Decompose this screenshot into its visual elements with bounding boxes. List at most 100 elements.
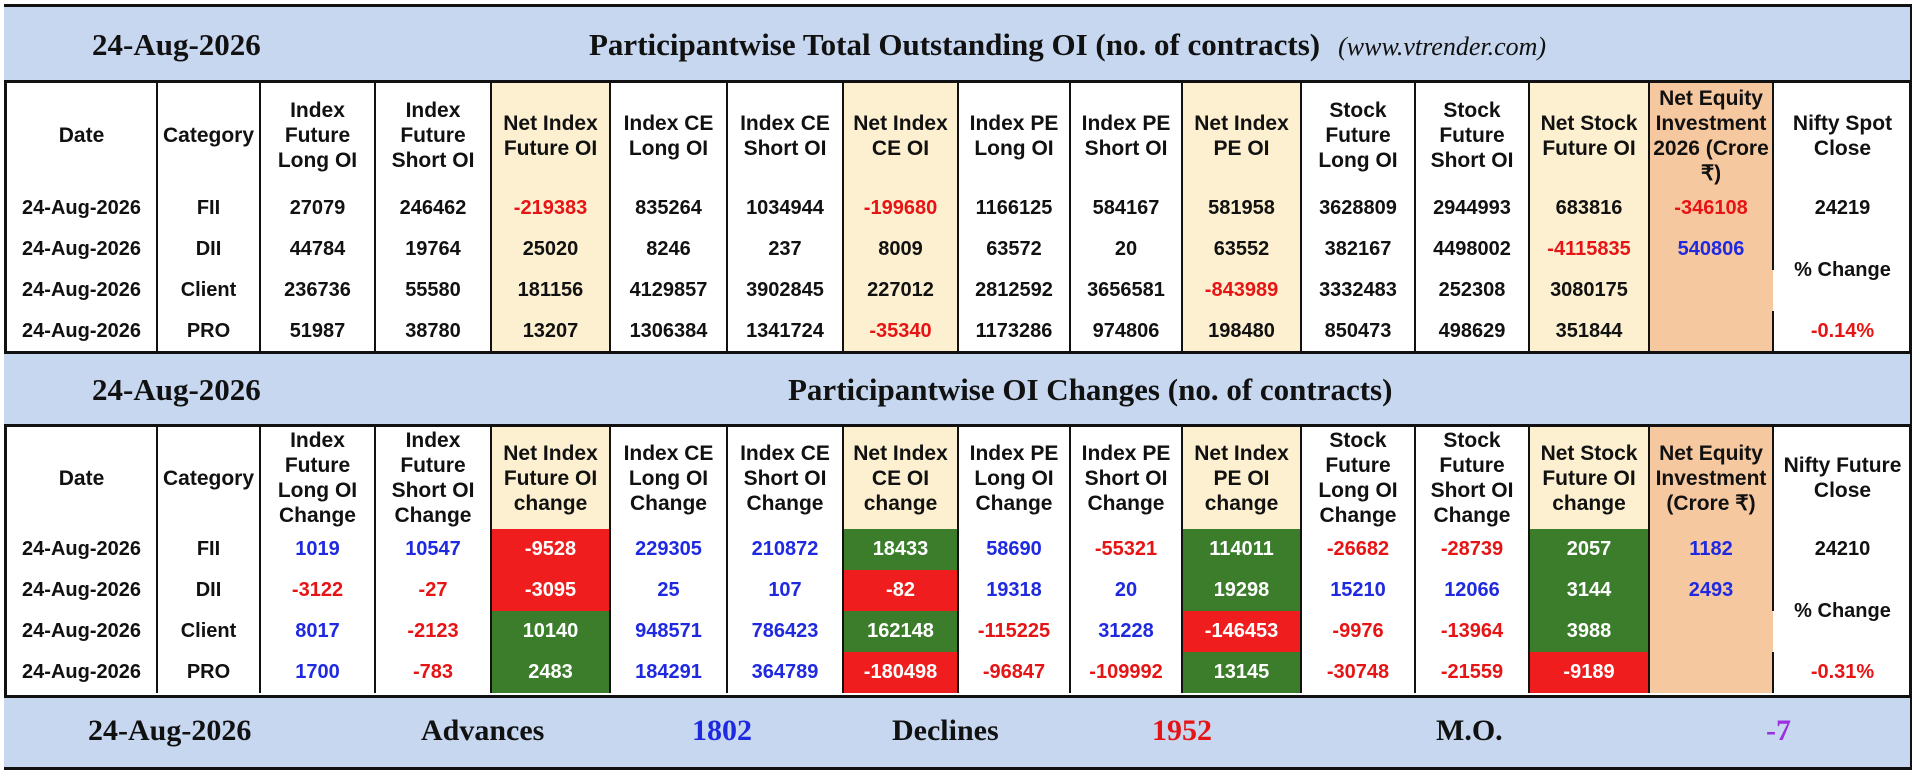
table-cell: 13145	[1182, 652, 1302, 693]
table-cell: 3080175	[1529, 270, 1650, 311]
table-cell	[1649, 652, 1774, 693]
column-header: Date	[7, 83, 158, 188]
table-cell: 10547	[375, 529, 492, 570]
table-cell: -9189	[1529, 652, 1650, 693]
declines-label: Declines	[892, 714, 999, 747]
table-cell: 786423	[727, 611, 844, 652]
table-cell: 1306384	[610, 311, 728, 352]
table-cell: -28739	[1415, 529, 1530, 570]
advances-label: Advances	[421, 714, 545, 747]
top-banner: 24-Aug-2026 Participantwise Total Outsta…	[4, 7, 1910, 83]
table-cell: 25020	[491, 229, 611, 270]
table-cell: 19764	[375, 229, 492, 270]
row-date: 24-Aug-2026	[7, 570, 158, 611]
table-row: 24-Aug-2026 PRO 1700 -783 2483 184291 364789 -1…	[7, 652, 1911, 693]
table-cell	[1649, 311, 1774, 352]
table-cell: 1182	[1649, 529, 1774, 570]
table-cell: 8009	[843, 229, 959, 270]
table-cell: 18433	[843, 529, 959, 570]
column-header: Net Index PE OI change	[1182, 427, 1302, 529]
column-header: Stock Future Short OI	[1415, 83, 1530, 188]
outstanding-oi-table: Date Category Index Future Long OI Index Fu…	[7, 83, 1911, 352]
table-cell: 8246	[610, 229, 728, 270]
table-cell: -2123	[375, 611, 492, 652]
column-header: Nifty Future Close	[1783, 454, 1902, 502]
column-header: Net Stock Future OI	[1529, 83, 1650, 188]
table-cell: 1034944	[727, 188, 844, 229]
table-cell: 184291	[610, 652, 728, 693]
row-date: 24-Aug-2026	[7, 188, 158, 229]
table-cell: 25	[610, 570, 728, 611]
table-cell: -96847	[958, 652, 1071, 693]
table-cell: 850473	[1301, 311, 1416, 352]
table-cell: 948571	[610, 611, 728, 652]
table-cell: -4115835	[1529, 229, 1650, 270]
column-header: Index CE Short OI Change	[727, 427, 844, 529]
table-cell: -146453	[1182, 611, 1302, 652]
table-cell: 3332483	[1301, 270, 1416, 311]
table-cell: 8017	[260, 611, 376, 652]
table-cell: 351844	[1529, 311, 1650, 352]
pct-change-label: % Change	[1794, 599, 1891, 622]
table-cell: 252308	[1415, 270, 1530, 311]
table-cell: 2812592	[958, 270, 1071, 311]
table-cell: 581958	[1182, 188, 1302, 229]
section-divider	[4, 351, 1910, 354]
top-title: Participantwise Total Outstanding OI (no…	[589, 27, 1546, 63]
column-header: Net Index CE OI	[843, 83, 959, 188]
column-header: Net Equity Investment (Crore ₹)	[1649, 427, 1774, 529]
row-category: Client	[157, 270, 261, 311]
table-row: 24-Aug-2026 FII 1019 10547 -9528 229305 210872…	[7, 529, 1911, 570]
table-cell: 20	[1070, 229, 1183, 270]
table-cell: 19298	[1182, 570, 1302, 611]
table-cell: 2483	[491, 652, 611, 693]
row-date: 24-Aug-2026	[7, 270, 158, 311]
table-cell	[1649, 270, 1773, 311]
table-cell: -30748	[1301, 652, 1416, 693]
column-header: Nifty Spot Close	[1792, 111, 1893, 160]
table-cell: 584167	[1070, 188, 1183, 229]
advances-value: 1802	[692, 714, 752, 747]
table-cell: 1173286	[958, 311, 1071, 352]
table-cell: 58690	[958, 529, 1071, 570]
table-cell: 246462	[375, 188, 492, 229]
table-cell: -82	[843, 570, 959, 611]
changes-date: 24-Aug-2026	[92, 372, 261, 407]
table-cell: 4129857	[610, 270, 728, 311]
table-cell: -783	[375, 652, 492, 693]
table-cell: 3988	[1529, 611, 1650, 652]
table-cell: 229305	[610, 529, 728, 570]
table-cell: 498629	[1415, 311, 1530, 352]
table-cell: -26682	[1301, 529, 1416, 570]
table-cell: -346108	[1649, 188, 1774, 229]
table-cell: 4498002	[1415, 229, 1530, 270]
footer-date: 24-Aug-2026	[88, 714, 252, 747]
row-category: FII	[157, 188, 261, 229]
column-header: Stock Future Long OI	[1301, 83, 1416, 188]
top-title-text: Participantwise Total Outstanding OI (no…	[589, 27, 1321, 62]
column-header: Stock Future Long OI Change	[1301, 427, 1416, 529]
table-row: 24-Aug-2026 PRO 51987 38780 13207 1306384 1341…	[7, 311, 1911, 352]
table-cell: 2057	[1529, 529, 1650, 570]
table-cell: 12066	[1415, 570, 1530, 611]
table-cell: 237	[727, 229, 844, 270]
footer-divider	[4, 695, 1910, 698]
table-cell: 38780	[375, 311, 492, 352]
table-cell: -115225	[958, 611, 1071, 652]
table-cell: -55321	[1070, 529, 1183, 570]
table-cell: -27	[375, 570, 492, 611]
column-header: Index Future Long OI	[260, 83, 376, 188]
table-cell: 114011	[1182, 529, 1302, 570]
row-date: 24-Aug-2026	[7, 229, 158, 270]
table-cell: 107	[727, 570, 844, 611]
footer-bar: 24-Aug-2026 Advances 1802 Declines 1952 …	[4, 698, 1910, 767]
table-cell: 198480	[1182, 311, 1302, 352]
column-header: Net Index PE OI	[1182, 83, 1302, 188]
column-header: Category	[157, 427, 261, 529]
table-cell: 2944993	[1415, 188, 1530, 229]
table-row: 24-Aug-2026 Client 236736 55580 181156 412985…	[7, 270, 1911, 311]
row-category: PRO	[157, 311, 261, 352]
column-header: Index PE Short OI	[1070, 83, 1183, 188]
oi-changes-table: Date Category Index Future Long OI Change I…	[7, 427, 1911, 693]
table-cell: 63572	[958, 229, 1071, 270]
